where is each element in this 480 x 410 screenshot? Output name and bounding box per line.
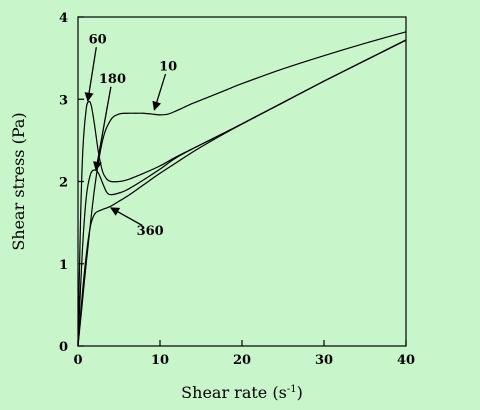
annotation-label-180: 180 bbox=[99, 72, 126, 87]
annotation-label-360: 360 bbox=[137, 224, 164, 239]
x-axis-title-close: ) bbox=[297, 383, 303, 402]
x-tick-label: 30 bbox=[315, 353, 333, 368]
x-axis-title-main: Shear rate (s bbox=[181, 383, 287, 402]
x-axis-title-superscript: -1 bbox=[287, 384, 297, 395]
series-line-60 bbox=[77, 39, 407, 347]
y-tick-label: 3 bbox=[59, 93, 68, 108]
x-tick-label: 0 bbox=[73, 353, 82, 368]
series-line-360 bbox=[77, 39, 407, 347]
annotation-label-60: 60 bbox=[89, 32, 107, 47]
x-tick-label: 40 bbox=[397, 353, 415, 368]
annotation-arrow-360 bbox=[110, 207, 143, 227]
annotation-arrow-60 bbox=[84, 47, 97, 102]
y-tick-label: 0 bbox=[59, 340, 68, 355]
series-line-10 bbox=[77, 31, 407, 347]
curve-annotations: 60 180 10 360 bbox=[84, 32, 177, 239]
annotation-arrow-10 bbox=[152, 73, 167, 111]
y-tick-label: 2 bbox=[59, 176, 68, 191]
y-axis: 0 1 2 3 4 bbox=[59, 11, 84, 355]
annotation-arrow-180 bbox=[92, 86, 112, 171]
y-axis-title: Shear stress (Pa) bbox=[9, 112, 28, 250]
x-axis: 0 10 20 30 40 bbox=[73, 340, 415, 368]
data-series bbox=[77, 31, 407, 347]
plot-frame bbox=[77, 16, 407, 347]
series-line-180 bbox=[77, 39, 407, 347]
x-tick-label: 20 bbox=[233, 353, 251, 368]
y-tick-label: 4 bbox=[59, 11, 68, 26]
y-tick-label: 1 bbox=[59, 258, 68, 273]
x-axis-title: Shear rate (s-1) bbox=[181, 383, 303, 402]
annotation-label-10: 10 bbox=[159, 59, 177, 74]
x-tick-label: 10 bbox=[151, 353, 169, 368]
